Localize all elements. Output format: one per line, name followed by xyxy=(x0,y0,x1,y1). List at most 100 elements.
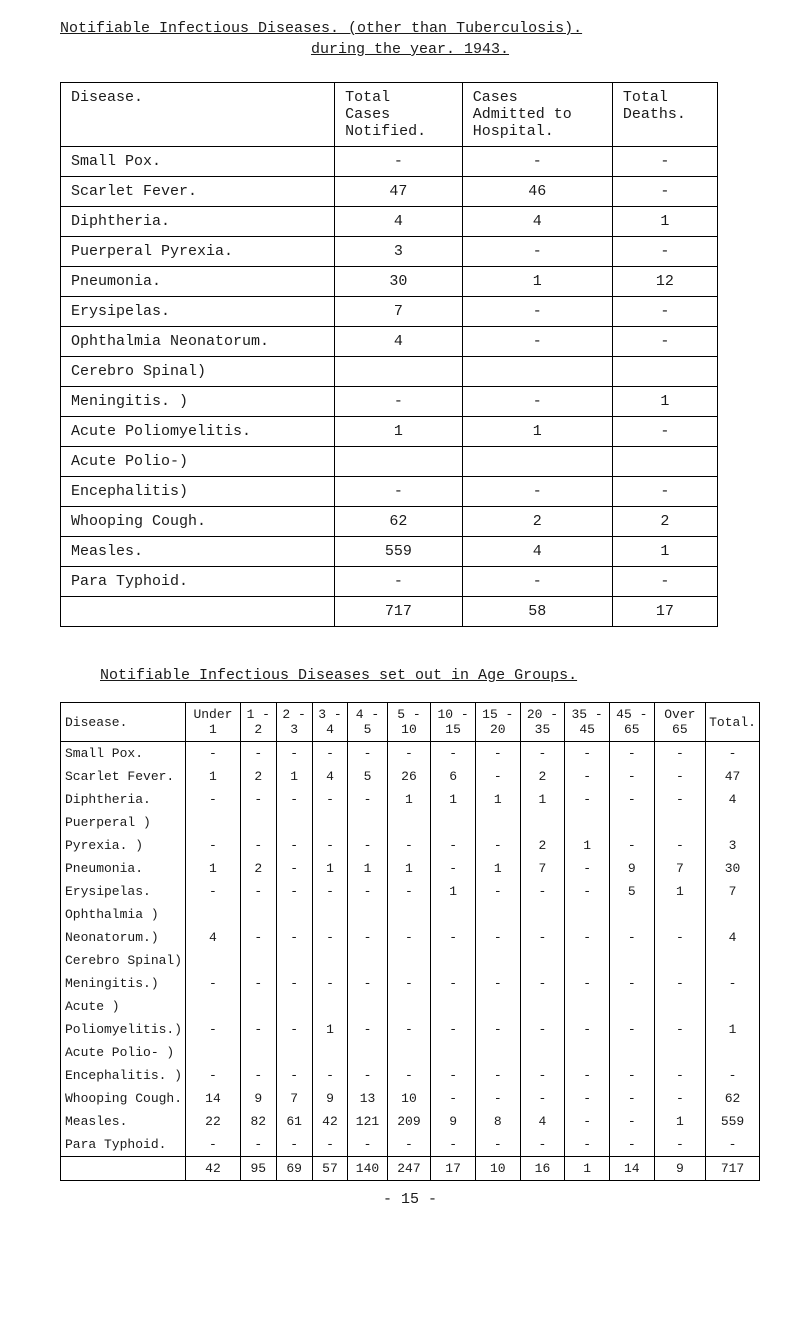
table-cell xyxy=(462,357,612,387)
age-cell xyxy=(654,1041,705,1064)
age-cell xyxy=(475,995,520,1018)
age-cell: 7 xyxy=(654,857,705,880)
age-cell xyxy=(240,949,276,972)
age-cell xyxy=(312,1041,348,1064)
age-cell xyxy=(348,949,387,972)
age-row-disease: Para Typhoid. xyxy=(61,1133,186,1157)
age-cell xyxy=(240,1041,276,1064)
age-cell: 1 xyxy=(387,857,431,880)
age-cell xyxy=(565,811,610,834)
table-cell: - xyxy=(612,327,717,357)
age-cell: - xyxy=(706,742,760,766)
age-row-disease: Meningitis.) xyxy=(61,972,186,995)
age-row-disease: Pneumonia. xyxy=(61,857,186,880)
table-row-disease: Whooping Cough. xyxy=(61,507,335,537)
table-cell: - xyxy=(335,387,463,417)
age-row-disease: Neonatorum.) xyxy=(61,926,186,949)
age-total-cell: 717 xyxy=(706,1157,760,1181)
table-cell: - xyxy=(335,147,463,177)
age-cell: 1 xyxy=(706,1018,760,1041)
age-total-cell: 16 xyxy=(520,1157,565,1181)
age-cell xyxy=(654,811,705,834)
age-row-disease: Acute Polio- ) xyxy=(61,1041,186,1064)
age-cell: - xyxy=(276,1018,312,1041)
age-cell: - xyxy=(431,1133,476,1157)
age-cell: - xyxy=(475,1064,520,1087)
age-cell: 1 xyxy=(186,765,241,788)
age-cell: 3 xyxy=(706,834,760,857)
table-cell: - xyxy=(612,237,717,267)
age-row-disease: Encephalitis. ) xyxy=(61,1064,186,1087)
section-title: Notifiable Infectious Diseases set out i… xyxy=(100,667,760,684)
age-cell: - xyxy=(654,972,705,995)
age-cell xyxy=(520,811,565,834)
table-cell xyxy=(612,447,717,477)
age-cell: - xyxy=(276,742,312,766)
table-row-disease: Encephalitis) xyxy=(61,477,335,507)
table-cell xyxy=(335,357,463,387)
age-cell: 1 xyxy=(654,880,705,903)
table-cell: - xyxy=(462,327,612,357)
age-row-disease: Pyrexia. ) xyxy=(61,834,186,857)
age-groups-table: Disease.Under 11 - 22 - 33 - 44 - 55 - 1… xyxy=(60,702,760,1181)
age-cell: - xyxy=(565,1110,610,1133)
age-cell xyxy=(186,1041,241,1064)
age-cell: - xyxy=(276,857,312,880)
table-cell: - xyxy=(335,567,463,597)
age-cell: 1 xyxy=(276,765,312,788)
age-cell xyxy=(431,949,476,972)
age-cell: - xyxy=(609,1110,654,1133)
age-cell: 1 xyxy=(312,1018,348,1041)
age-cell: - xyxy=(475,1087,520,1110)
age-total-cell: 42 xyxy=(186,1157,241,1181)
table-cell: 1 xyxy=(462,417,612,447)
age-col-header: Over 65 xyxy=(654,703,705,742)
age-cell: - xyxy=(348,926,387,949)
age-cell: - xyxy=(609,788,654,811)
age-cell xyxy=(654,949,705,972)
age-cell: - xyxy=(276,926,312,949)
table-row-disease: Acute Polio-) xyxy=(61,447,335,477)
age-cell: - xyxy=(609,1087,654,1110)
age-cell xyxy=(565,949,610,972)
age-cell: - xyxy=(565,857,610,880)
total-cell: 717 xyxy=(335,597,463,627)
table-cell: 62 xyxy=(335,507,463,537)
age-cell xyxy=(706,1041,760,1064)
age-cell xyxy=(186,811,241,834)
page-title: Notifiable Infectious Diseases. (other t… xyxy=(60,20,760,37)
age-cell: - xyxy=(240,880,276,903)
age-row-disease: Poliomyelitis.) xyxy=(61,1018,186,1041)
age-cell: - xyxy=(312,880,348,903)
col-notified: Total Cases Notified. xyxy=(335,83,463,147)
table-cell: - xyxy=(612,477,717,507)
age-cell: - xyxy=(475,972,520,995)
age-cell: 7 xyxy=(706,880,760,903)
age-col-header: Under 1 xyxy=(186,703,241,742)
age-cell: - xyxy=(475,742,520,766)
age-cell: - xyxy=(609,765,654,788)
table-cell: 30 xyxy=(335,267,463,297)
age-cell xyxy=(565,995,610,1018)
age-total-cell: 10 xyxy=(475,1157,520,1181)
age-cell xyxy=(520,949,565,972)
age-cell: 8 xyxy=(475,1110,520,1133)
age-cell: - xyxy=(565,1133,610,1157)
table-cell: - xyxy=(612,297,717,327)
age-total-cell: 9 xyxy=(654,1157,705,1181)
age-cell: - xyxy=(240,972,276,995)
age-row-disease: Ophthalmia ) xyxy=(61,903,186,926)
table-cell: - xyxy=(612,567,717,597)
age-cell: - xyxy=(565,926,610,949)
age-cell: 4 xyxy=(186,926,241,949)
age-cell xyxy=(312,949,348,972)
age-total-cell: 1 xyxy=(565,1157,610,1181)
age-cell: - xyxy=(186,1064,241,1087)
table-cell: 4 xyxy=(462,537,612,567)
age-cell: - xyxy=(348,1018,387,1041)
age-total-cell: 247 xyxy=(387,1157,431,1181)
age-cell: - xyxy=(312,742,348,766)
age-cell: - xyxy=(431,972,476,995)
age-cell: - xyxy=(431,926,476,949)
age-cell: - xyxy=(312,834,348,857)
